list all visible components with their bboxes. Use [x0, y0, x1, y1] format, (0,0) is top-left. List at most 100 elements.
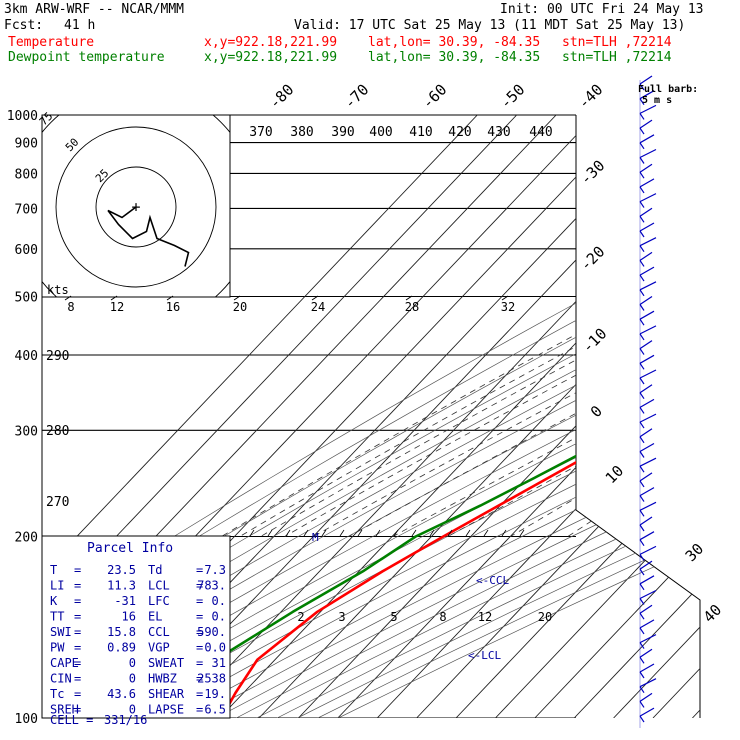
dewpoint-legend: Dewpoint temperature: [8, 50, 165, 65]
parcel-key-t: T: [50, 563, 57, 577]
tick-mark: [429, 529, 435, 537]
dry-adiabat: [42, 115, 700, 718]
wind-barb: [639, 310, 655, 326]
parcel-equals: =: [196, 563, 203, 577]
tick-mark: [357, 529, 363, 537]
parcel-value-t: 23.5: [107, 563, 136, 577]
wind-barb: [639, 545, 657, 561]
isotherm-line: [337, 115, 700, 718]
isotherm-label--40: -40: [575, 81, 607, 113]
parcel-key-hwbz: HWBZ: [148, 672, 177, 686]
hodograph-trace: [107, 206, 190, 267]
kts-label-24: 24: [311, 300, 325, 314]
theta-label-430: 430: [487, 125, 510, 140]
temperature-legend: Temperature: [8, 35, 95, 50]
dry-adiabat: [276, 115, 700, 718]
full-barb-label: Full barb:: [638, 84, 698, 95]
kts-label-12: 12: [110, 300, 124, 314]
tick-mark: [465, 529, 471, 537]
wind-barb: [639, 692, 653, 708]
temperature-xy: x,y=922.18,221.99: [204, 35, 338, 50]
wind-barb: [639, 589, 657, 605]
wind-barb: [639, 296, 653, 311]
wind-barb: [639, 678, 657, 694]
theta-label-420: 420: [448, 125, 471, 140]
parcel-key-shear: SHEAR: [148, 687, 185, 701]
parcel-key-el: EL: [148, 610, 162, 624]
parcel-equals: =: [74, 641, 81, 655]
dry-adiabat: [52, 115, 700, 718]
parcel-key-cape: CAPE: [50, 656, 79, 670]
parcel-value-shear: 19.: [204, 687, 226, 701]
tick-mark: [321, 529, 327, 537]
wind-barb: [639, 193, 657, 208]
wind-barb: [639, 251, 653, 267]
isotherm-label-30: 30: [682, 540, 708, 566]
theta-left-label-280: 280: [46, 424, 69, 439]
wind-barb: [639, 90, 655, 106]
tick-mark: [501, 529, 507, 537]
pressure-label-700: 700: [15, 202, 38, 217]
isotherm-line: [42, 115, 478, 718]
isotherm-line: [573, 115, 700, 718]
mixing-ratio-label-2: 2: [297, 610, 304, 624]
parcel-key-sreh: SREH: [50, 703, 79, 717]
parcel-equals: =: [74, 656, 81, 670]
dry-adiabat: [42, 115, 700, 718]
moist-adiabat: [284, 115, 700, 537]
wind-barb: [639, 707, 655, 723]
parcel-value-li: 11.3: [107, 579, 136, 593]
wind-barb: [639, 340, 653, 355]
parcel-value-ccl: 590.: [197, 625, 226, 639]
parcel-equals: =: [196, 656, 203, 670]
parcel-value-sweat: 31: [212, 656, 226, 670]
dry-adiabat: [317, 115, 700, 718]
dry-adiabat: [73, 115, 700, 718]
wind-barb: [639, 163, 653, 179]
parcel-value-tc: 43.6: [107, 687, 136, 701]
parcel-cell-label: CELL =: [50, 713, 93, 727]
pressure-label-400: 400: [15, 349, 38, 364]
parcel-value-swi: 15.8: [107, 625, 136, 639]
dry-adiabat: [113, 115, 700, 718]
pressure-label-600: 600: [15, 243, 38, 258]
parcel-equals: =: [196, 703, 203, 717]
wind-barb: [639, 472, 653, 488]
lcl-marker: <-LCL: [468, 649, 501, 662]
theta-label-440: 440: [529, 125, 552, 140]
isotherm-line: [455, 115, 700, 718]
ccl-marker: <-CCL: [476, 574, 509, 587]
kts-tick: [405, 295, 413, 301]
wind-barb: [639, 531, 655, 547]
parcel-key-lapse: LAPSE: [148, 703, 184, 717]
wind-barb: [639, 398, 655, 414]
tick-mark: [303, 529, 309, 537]
temperature-latlon: lat,lon= 30.39, -84.35: [368, 35, 541, 50]
parcel-cell-value: 331/16: [104, 713, 147, 727]
kts-label-28: 28: [405, 300, 419, 314]
dry-adiabat: [215, 115, 700, 718]
parcel-equals: =: [74, 579, 81, 593]
isotherm-line: [534, 115, 700, 718]
wind-barb: [639, 134, 655, 150]
isotherm-line: [416, 115, 700, 718]
pressure-label-500: 500: [15, 291, 38, 306]
parcel-value-lcl: 783.: [197, 579, 226, 593]
parcel-equals: =: [196, 687, 203, 701]
tick-mark: [519, 529, 525, 537]
parcel-equals: =: [74, 610, 81, 624]
kts-label-8: 8: [67, 300, 74, 314]
dry-adiabat: [42, 115, 700, 718]
parcel-equals: =: [74, 672, 81, 686]
parcel-key-td: Td: [148, 563, 162, 577]
wind-barb: [639, 516, 653, 532]
parcel-equals: =: [74, 625, 81, 639]
parcel-key-cin: CIN: [50, 672, 72, 686]
moist-adiabat: [612, 115, 700, 537]
wind-barb: [639, 604, 653, 620]
moist-adiabat: [239, 115, 700, 537]
isotherm-line: [258, 115, 700, 718]
isotherm-label-10: 10: [602, 462, 628, 488]
parcel-value-td: 7.3: [204, 563, 226, 577]
parcel-info-box: [41, 535, 231, 719]
